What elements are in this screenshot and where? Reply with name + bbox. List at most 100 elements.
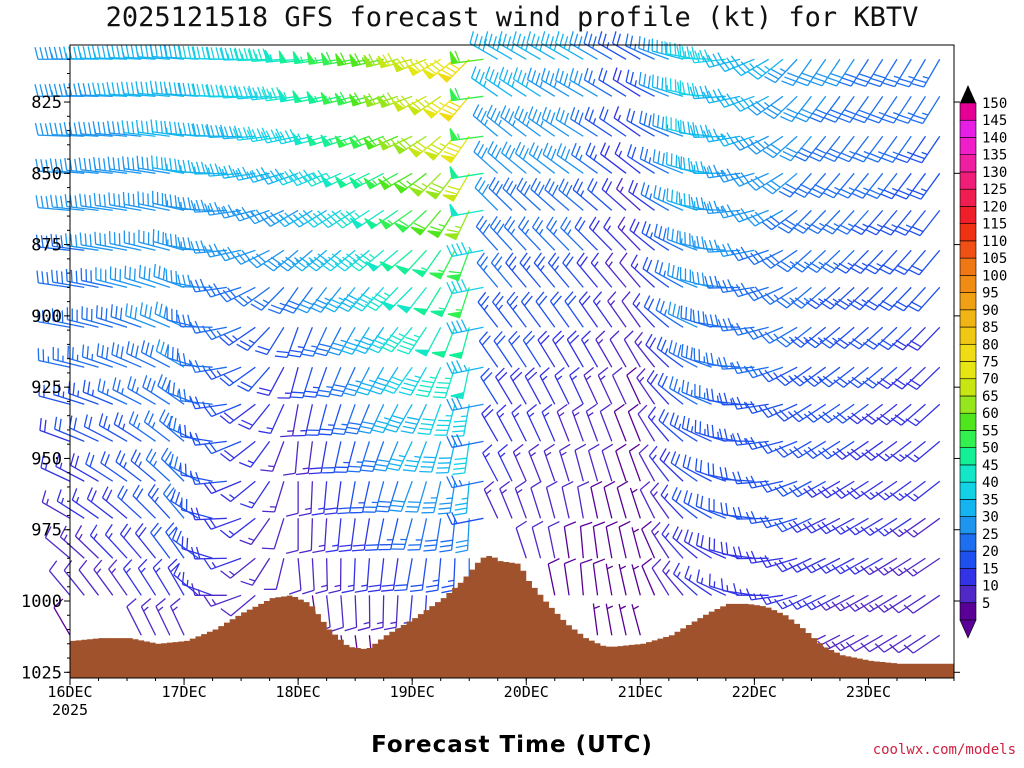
wind-barb	[676, 81, 712, 97]
wind-barb	[123, 230, 156, 251]
barb-full	[386, 467, 399, 471]
wind-barb	[583, 366, 599, 405]
barb-half	[406, 180, 412, 186]
barb-full	[651, 521, 661, 532]
barb-full	[251, 169, 259, 182]
colorbar-swatch	[959, 602, 977, 621]
barb-half	[439, 101, 446, 107]
barb-staff	[485, 77, 513, 97]
barb-full	[92, 82, 96, 95]
wind-barb	[631, 604, 641, 636]
barb-full	[376, 377, 390, 383]
wind-barb	[203, 326, 242, 341]
barb-half	[324, 297, 331, 302]
barb-full	[714, 314, 719, 327]
barb-full	[149, 44, 153, 57]
barb-full	[184, 424, 187, 438]
barb-full	[733, 583, 738, 596]
barb-full	[243, 48, 249, 61]
barb-full	[563, 220, 572, 232]
barb-half	[539, 44, 543, 51]
barb-full	[687, 492, 693, 505]
barb-full	[660, 484, 669, 496]
wind-barb	[810, 58, 841, 87]
wind-barb	[347, 441, 371, 473]
wind-barb	[654, 259, 684, 288]
barb-staff	[483, 42, 513, 60]
wind-barb	[681, 415, 712, 442]
barb-half	[905, 224, 912, 229]
wind-barb	[878, 249, 912, 275]
barb-staff	[907, 95, 927, 124]
wind-barb	[860, 594, 898, 613]
barb-full	[545, 70, 551, 83]
barb-full	[795, 261, 807, 270]
credit-link[interactable]: coolwx.com/models	[872, 742, 1016, 758]
barb-staff	[366, 558, 371, 591]
wind-barb	[514, 480, 527, 519]
barb-full	[201, 46, 206, 59]
barb-staff	[670, 462, 698, 482]
barb-pennant	[440, 154, 456, 164]
wind-barb	[881, 95, 912, 124]
barb-full	[131, 157, 135, 171]
barb-half	[216, 330, 222, 337]
barb-full	[496, 335, 506, 346]
barb-full	[482, 372, 493, 382]
barb-full	[542, 142, 549, 155]
barb-full	[846, 525, 856, 536]
barb-full	[65, 268, 68, 282]
barb-full	[35, 195, 39, 208]
barb-full	[404, 421, 418, 425]
barb-full	[631, 146, 637, 160]
wind-barb	[254, 326, 285, 356]
barb-full	[371, 385, 384, 391]
barb-half	[354, 253, 361, 259]
wind-barb	[506, 291, 527, 328]
barb-full	[177, 274, 182, 287]
barb-staff	[629, 229, 655, 251]
barb-full	[908, 229, 921, 237]
barb-full	[656, 336, 663, 349]
barb-staff	[811, 480, 841, 498]
barb-full	[673, 562, 680, 575]
barb-half	[297, 133, 302, 140]
barb-full	[676, 45, 681, 59]
wind-barb	[666, 226, 698, 251]
barb-full	[484, 66, 491, 79]
barb-full	[907, 304, 919, 312]
barb-full	[171, 527, 178, 540]
barb-full	[451, 281, 458, 293]
barb-staff	[906, 135, 927, 163]
barb-staff	[796, 594, 826, 610]
barb-half	[498, 304, 503, 311]
barb-staff	[600, 153, 627, 174]
barb-full	[660, 339, 667, 352]
barb-full	[233, 125, 240, 138]
barb-full	[345, 341, 358, 347]
barb-staff	[526, 42, 556, 60]
wind-barb	[490, 252, 513, 288]
barb-full	[602, 33, 607, 46]
barb-full	[122, 156, 125, 169]
barb-full	[67, 345, 70, 359]
barb-half	[539, 81, 543, 88]
barb-full	[448, 270, 462, 274]
barb-half	[172, 606, 178, 612]
barb-full	[583, 67, 589, 81]
wind-barb	[312, 518, 328, 554]
barb-full	[569, 334, 580, 345]
wind-barb	[321, 441, 342, 474]
barb-staff	[95, 204, 128, 212]
barb-full	[518, 108, 524, 121]
barb-half	[510, 228, 516, 235]
barb-full	[446, 244, 453, 257]
barb-staff	[627, 411, 641, 442]
barb-full	[489, 69, 495, 82]
barb-full	[299, 549, 312, 554]
wind-barb	[556, 143, 584, 174]
barb-full	[65, 233, 68, 246]
colorbar-label: 100	[982, 268, 1007, 284]
wind-barb	[592, 291, 613, 328]
wind-barb	[277, 367, 299, 399]
